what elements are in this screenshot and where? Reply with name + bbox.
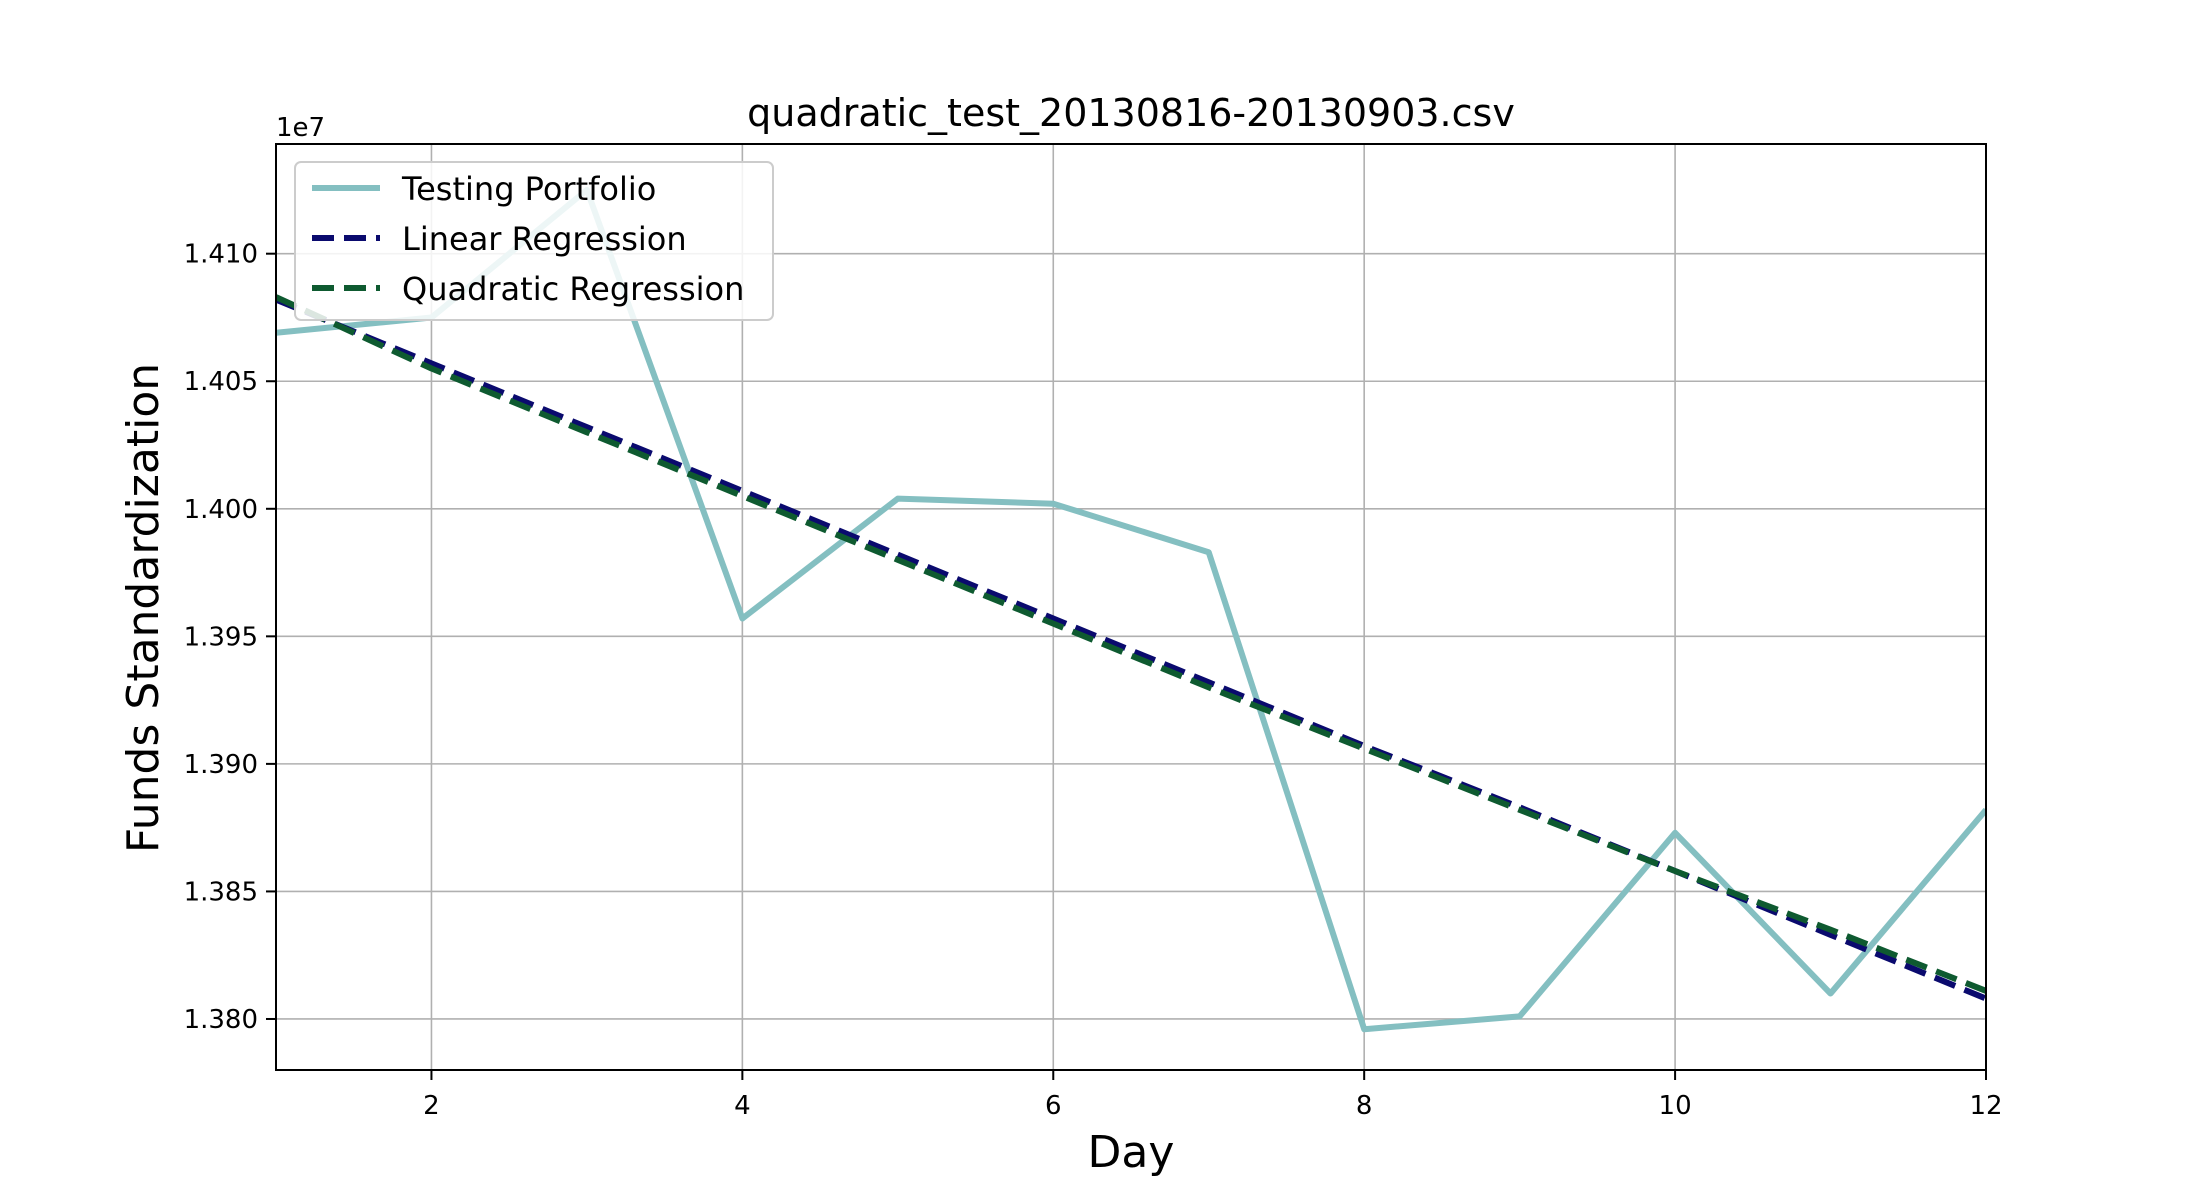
x-tick-label: 12: [1969, 1091, 2002, 1121]
y-axis-ticks: 1.380 1.385 1.390 1.395 1.400 1.405 1.410: [184, 240, 276, 1035]
y-tick-label: 1.410: [184, 240, 258, 270]
x-tick-label: 6: [1045, 1091, 1062, 1121]
plot-frame: [275, 143, 1987, 1071]
legend-label-quadratic-regression: Quadratic Regression: [402, 270, 744, 308]
y-axis-label: Funds Standardization: [118, 363, 169, 853]
y-tick-label: 1.395: [184, 622, 258, 652]
legend-label-testing-portfolio: Testing Portfolio: [401, 170, 656, 208]
x-tick-label: 10: [1659, 1091, 1692, 1121]
y-tick-label: 1.385: [184, 877, 258, 907]
legend-label-linear-regression: Linear Regression: [402, 220, 687, 258]
x-tick-label: 4: [734, 1091, 751, 1121]
legend-box: [294, 161, 774, 321]
y-tick-label: 1.400: [184, 495, 258, 525]
series-line-quadratic-regression: [276, 294, 1986, 994]
x-tick-label: 8: [1356, 1091, 1373, 1121]
x-tick-label: 2: [423, 1091, 440, 1121]
y-tick-label: 1.405: [184, 367, 258, 397]
grid-lines: [276, 144, 1987, 1070]
y-tick-label: 1.390: [184, 750, 258, 780]
x-axis-label: Day: [1088, 1127, 1175, 1178]
y-tick-label: 1.380: [184, 1005, 258, 1035]
chart-title: quadratic_test_20130816-20130903.csv: [747, 91, 1515, 135]
y-axis-offset-label: 1e7: [276, 113, 325, 143]
legend: Testing Portfolio Linear Regression Quad…: [294, 161, 774, 321]
x-axis-ticks: 2 4 6 8 10 12: [423, 1070, 2003, 1121]
